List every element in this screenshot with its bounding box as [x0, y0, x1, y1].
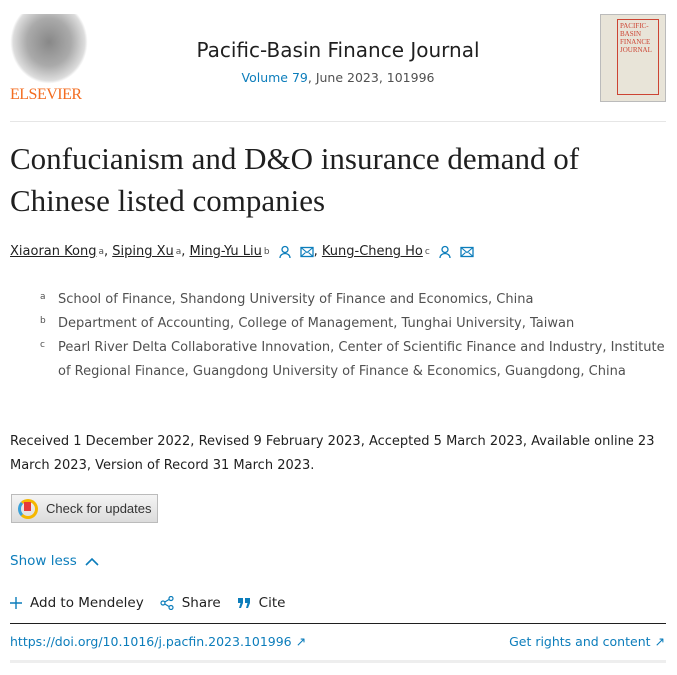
add-to-mendeley-button[interactable]: Add to Mendeley: [10, 595, 144, 611]
affiliation-item: b Department of Accounting, College of Ma…: [40, 312, 670, 336]
divider: [10, 623, 666, 624]
cite-label: Cite: [258, 595, 286, 611]
volume-info: Volume 79, June 2023, 101996: [10, 70, 666, 85]
elsevier-logo[interactable]: ELSEVIER: [10, 14, 90, 106]
external-link-icon: ↗: [295, 634, 307, 649]
affiliation-label: c: [40, 340, 45, 350]
divider: [10, 660, 666, 663]
doi-link[interactable]: https://doi.org/10.1016/j.pacfin.2023.10…: [10, 634, 306, 649]
affiliations: a School of Finance, Shandong University …: [40, 288, 670, 384]
affiliation-label: b: [40, 316, 46, 326]
get-rights-link[interactable]: Get rights and content ↗: [509, 634, 665, 649]
show-less-button[interactable]: Show less: [10, 553, 99, 569]
share-icon: [160, 596, 174, 610]
person-icon[interactable]: [278, 245, 292, 259]
journal-title-link[interactable]: Pacific-Basin Finance Journal: [196, 38, 480, 62]
affiliation-sup: c: [424, 246, 430, 257]
quote-icon: [237, 598, 250, 608]
email-icon[interactable]: [460, 246, 474, 258]
crossmark-icon: [18, 498, 38, 519]
elsevier-wordmark: ELSEVIER: [10, 86, 82, 103]
article-dates: Received 1 December 2022, Revised 9 Febr…: [10, 434, 655, 473]
check-updates-label: Check for updates: [46, 501, 152, 516]
author-link[interactable]: Kung-Cheng Ho: [321, 244, 423, 259]
affiliation-item: a School of Finance, Shandong University …: [40, 288, 670, 312]
affiliation-text: Department of Accounting, College of Man…: [58, 316, 575, 331]
email-icon[interactable]: [299, 246, 314, 258]
affiliation-text: School of Finance, Shandong University o…: [58, 292, 534, 307]
article-actions: Add to Mendeley Share Cite: [10, 595, 301, 611]
affiliation-sup: b: [263, 246, 270, 257]
author-link[interactable]: Siping Xu: [112, 244, 174, 259]
chevron-up-icon: [85, 557, 99, 566]
cover-title: PACIFIC-BASIN FINANCE JOURNAL: [617, 19, 659, 95]
doi-text: https://doi.org/10.1016/j.pacfin.2023.10…: [10, 634, 292, 649]
affiliation-text: Pearl River Delta Collaborative Innovati…: [58, 340, 665, 379]
article-title: Confucianism and D&O insurance demand of…: [10, 141, 580, 218]
cite-button[interactable]: Cite: [237, 595, 286, 611]
journal-cover-image[interactable]: PACIFIC-BASIN FINANCE JOURNAL: [600, 14, 666, 102]
volume-date: , June 2023, 101996: [307, 70, 435, 85]
elsevier-tree-icon: [10, 14, 88, 84]
author-link[interactable]: Xiaoran Kong: [10, 244, 97, 259]
add-to-mendeley-label: Add to Mendeley: [30, 595, 144, 611]
external-link-icon: ↗: [654, 634, 665, 649]
rights-text: Get rights and content: [509, 634, 651, 649]
volume-link[interactable]: Volume 79: [241, 70, 308, 85]
author-link[interactable]: Ming-Yu Liu: [189, 244, 262, 259]
show-less-label: Show less: [10, 553, 77, 569]
check-for-updates-button[interactable]: Check for updates: [11, 494, 158, 523]
journal-header: ELSEVIER Pacific-Basin Finance Journal V…: [10, 10, 666, 122]
person-icon[interactable]: [438, 245, 452, 259]
affiliation-item: c Pearl River Delta Collaborative Innovat…: [40, 336, 670, 384]
author-list: Xiaoran Kong a, Siping Xu a, Ming-Yu Liu b …: [10, 244, 474, 259]
share-button[interactable]: Share: [160, 595, 221, 611]
affiliation-sup: a: [175, 246, 182, 257]
plus-icon: [10, 597, 22, 609]
affiliation-sup: a: [98, 246, 104, 257]
share-label: Share: [181, 595, 221, 611]
affiliation-label: a: [40, 292, 46, 302]
